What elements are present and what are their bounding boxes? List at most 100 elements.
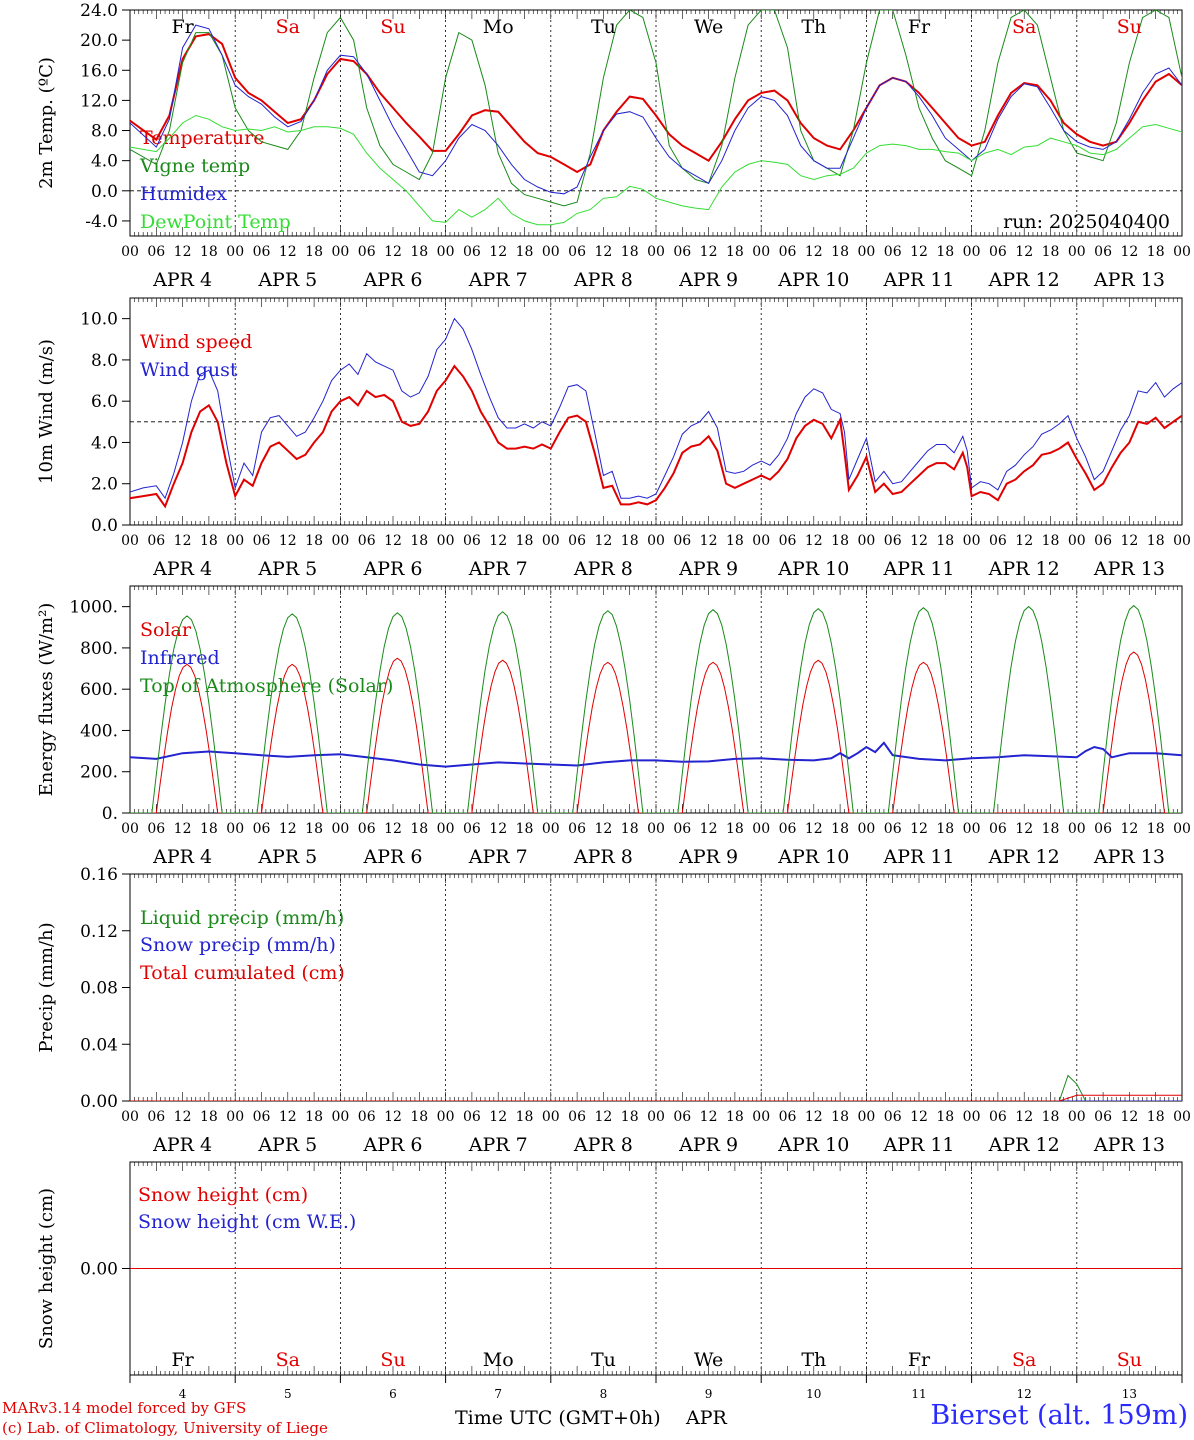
- hour-label: 00: [752, 244, 770, 260]
- hour-label: 12: [805, 533, 823, 549]
- hour-label: 00: [226, 821, 244, 837]
- hour-label: 18: [726, 533, 744, 549]
- hour-label: 18: [1042, 533, 1060, 549]
- hour-label: 06: [568, 244, 586, 260]
- hour-label: 18: [621, 533, 639, 549]
- hour-label: 12: [594, 1109, 612, 1125]
- hour-label: 12: [279, 821, 297, 837]
- date-label: APR 4: [152, 1134, 212, 1156]
- hour-label: 00: [437, 244, 455, 260]
- hour-label: 00: [331, 244, 349, 260]
- hour-label: 00: [542, 244, 560, 260]
- hour-label: 06: [673, 1109, 691, 1125]
- hour-label: 00: [1068, 533, 1086, 549]
- hour-label: 00: [542, 1109, 560, 1125]
- y-tick-label: 20.0: [80, 31, 118, 51]
- day-number: 11: [911, 1387, 926, 1401]
- hour-label: 06: [1094, 244, 1112, 260]
- x-axis-month: APR: [685, 1407, 728, 1429]
- y-tick-label: 0.12: [80, 922, 118, 942]
- hour-label: 06: [253, 1109, 271, 1125]
- date-label: APR 13: [1093, 846, 1165, 868]
- hour-label: 06: [884, 533, 902, 549]
- day-number: 4: [179, 1387, 187, 1401]
- y-tick-label: 0.08: [80, 979, 118, 999]
- date-label: APR 5: [257, 269, 317, 291]
- date-label: APR 7: [468, 269, 528, 291]
- panel-wind: 10.0 8.0 6.0 4.0 2.0 0.0 10m Wind (m/s) Wind sp…: [36, 297, 1191, 580]
- series-line-infrared: [130, 741, 1182, 768]
- date-label: APR 9: [678, 1134, 738, 1156]
- hour-label: 12: [805, 244, 823, 260]
- hour-label: 00: [437, 533, 455, 549]
- y-tick-label: 0.: [102, 804, 118, 824]
- hour-label: 12: [489, 244, 507, 260]
- y-tick-label: 200.: [80, 763, 118, 783]
- hour-label: 12: [700, 244, 718, 260]
- hour-label: 12: [489, 1109, 507, 1125]
- hour-label: 06: [779, 244, 797, 260]
- panel-temp: 24.0 20.0 16.0 12.0 8.0 4.0 0.0 -4.0 2m Temp. (º…: [36, 1, 1191, 291]
- hour-label: 12: [910, 821, 928, 837]
- hour-label: 12: [700, 533, 718, 549]
- y-tick-label: 8.0: [91, 122, 118, 142]
- date-label: APR 4: [152, 269, 212, 291]
- date-label: APR 6: [363, 846, 423, 868]
- y-axis-label: Energy fluxes (W/m²): [36, 603, 57, 797]
- model-credit: MARv3.14 model forced by GFS: [2, 1399, 247, 1417]
- day-name: Th: [801, 1349, 826, 1371]
- date-label: APR 5: [257, 558, 317, 580]
- hour-label: 06: [358, 1109, 376, 1125]
- date-label: APR 11: [882, 269, 954, 291]
- date-label: APR 13: [1093, 269, 1165, 291]
- hour-label: 12: [594, 821, 612, 837]
- hour-label: 00: [1173, 1109, 1191, 1125]
- hour-label: 06: [147, 533, 165, 549]
- hour-label: 00: [963, 244, 981, 260]
- hour-label: 00: [331, 533, 349, 549]
- y-tick-label: 4.0: [91, 433, 118, 453]
- day-name: Mo: [483, 16, 514, 38]
- plot-frame: [129, 297, 1183, 526]
- hour-label: 18: [516, 533, 534, 549]
- hour-label: 18: [621, 821, 639, 837]
- hour-label: 00: [437, 821, 455, 837]
- panel-snow: 0.00 Snow height (cm) Snow height (cm) Snow…: [36, 1161, 1183, 1429]
- series-line-top-of-atmosphere-solar: [130, 604, 1182, 813]
- day-number: 9: [705, 1387, 713, 1401]
- day-name: Su: [1117, 1349, 1142, 1371]
- hour-label: 00: [857, 244, 875, 260]
- date-label: APR 9: [678, 558, 738, 580]
- hour-label: 18: [1147, 244, 1165, 260]
- legend-entry: Snow height (cm W.E.): [138, 1211, 356, 1233]
- hour-label: 18: [516, 244, 534, 260]
- hour-label: 18: [200, 244, 218, 260]
- legend-entry: Humidex: [140, 183, 227, 205]
- date-label: APR 5: [257, 1134, 317, 1156]
- series-line-humidex: [130, 24, 1182, 195]
- hour-label: 18: [936, 533, 954, 549]
- day-name: Th: [801, 16, 826, 38]
- day-number: 8: [600, 1387, 608, 1401]
- y-axis-label: Snow height (cm): [36, 1188, 57, 1349]
- hour-label: 12: [174, 1109, 192, 1125]
- legend-entry: Liquid precip (mm/h): [140, 907, 344, 929]
- series-line-wind-speed: [130, 364, 1182, 509]
- run-annotation: run: 2025040400: [1003, 211, 1170, 233]
- hour-label: 00: [542, 533, 560, 549]
- hour-label: 06: [463, 244, 481, 260]
- date-label: APR 7: [468, 558, 528, 580]
- hour-label: 06: [1094, 533, 1112, 549]
- hour-label: 06: [989, 244, 1007, 260]
- day-name: We: [694, 1349, 723, 1371]
- legend-entry: Vigne temp: [139, 155, 250, 177]
- hour-label: 18: [831, 533, 849, 549]
- y-tick-label: 0.04: [80, 1035, 118, 1055]
- date-label: APR 10: [777, 1134, 849, 1156]
- hour-label: 00: [1068, 244, 1086, 260]
- legend-entry: Wind speed: [140, 331, 252, 353]
- hour-label: 18: [1147, 1109, 1165, 1125]
- hour-label: 06: [358, 821, 376, 837]
- day-number: 13: [1122, 1387, 1137, 1401]
- hour-label: 18: [936, 244, 954, 260]
